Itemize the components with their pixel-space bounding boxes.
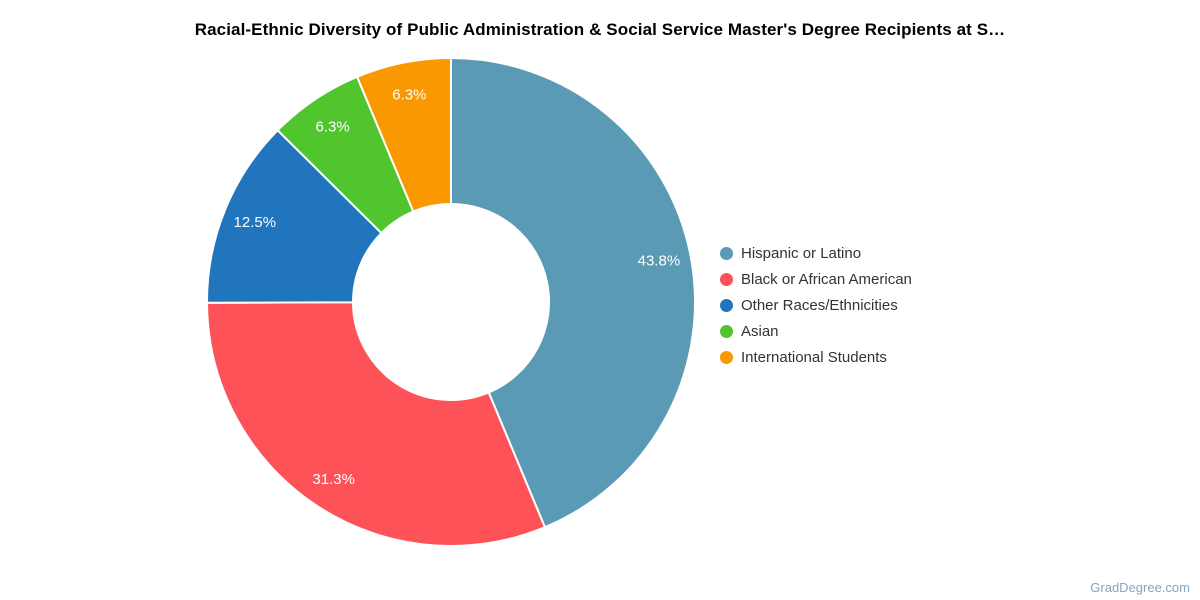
legend-item-asian[interactable]: Asian bbox=[720, 318, 912, 344]
legend-label: Other Races/Ethnicities bbox=[741, 296, 898, 314]
legend-marker-icon bbox=[720, 324, 733, 338]
slice-percentage-label-black-or-african-american: 31.3% bbox=[312, 471, 355, 488]
legend-item-other-races-ethnicities[interactable]: Other Races/Ethnicities bbox=[720, 292, 912, 318]
legend: Hispanic or Latino Black or African Ameri… bbox=[720, 240, 912, 370]
legend-marker-icon bbox=[720, 298, 733, 312]
legend-item-international-students[interactable]: International Students bbox=[720, 344, 912, 370]
pie-slice-hispanic-or-latino[interactable] bbox=[450, 57, 696, 529]
legend-label: Asian bbox=[741, 322, 779, 340]
legend-item-hispanic-or-latino[interactable]: Hispanic or Latino bbox=[720, 240, 912, 266]
slice-percentage-label-asian: 6.3% bbox=[315, 118, 349, 135]
legend-item-black-or-african-american[interactable]: Black or African American bbox=[720, 266, 912, 292]
legend-label: Hispanic or Latino bbox=[741, 244, 862, 262]
legend-label: Black or African American bbox=[741, 270, 912, 288]
legend-marker-icon bbox=[720, 350, 733, 364]
watermark-link[interactable]: GradDegree.com bbox=[1090, 580, 1190, 595]
legend-marker-icon bbox=[720, 272, 733, 286]
pie-slice-black-or-african-american[interactable] bbox=[206, 301, 546, 547]
pie-slice-other-races-ethnicities[interactable] bbox=[205, 129, 383, 304]
chart-title: Racial-Ethnic Diversity of Public Admini… bbox=[194, 20, 1006, 39]
slice-percentage-label-hispanic-or-latino: 43.8% bbox=[638, 253, 681, 270]
slice-percentage-label-international-students: 6.3% bbox=[392, 86, 426, 103]
pie-slice-international-students[interactable] bbox=[356, 57, 452, 213]
legend-label: International Students bbox=[741, 348, 887, 366]
legend-marker-icon bbox=[720, 246, 733, 260]
slice-percentage-label-other-races-ethnicities: 12.5% bbox=[234, 214, 277, 231]
